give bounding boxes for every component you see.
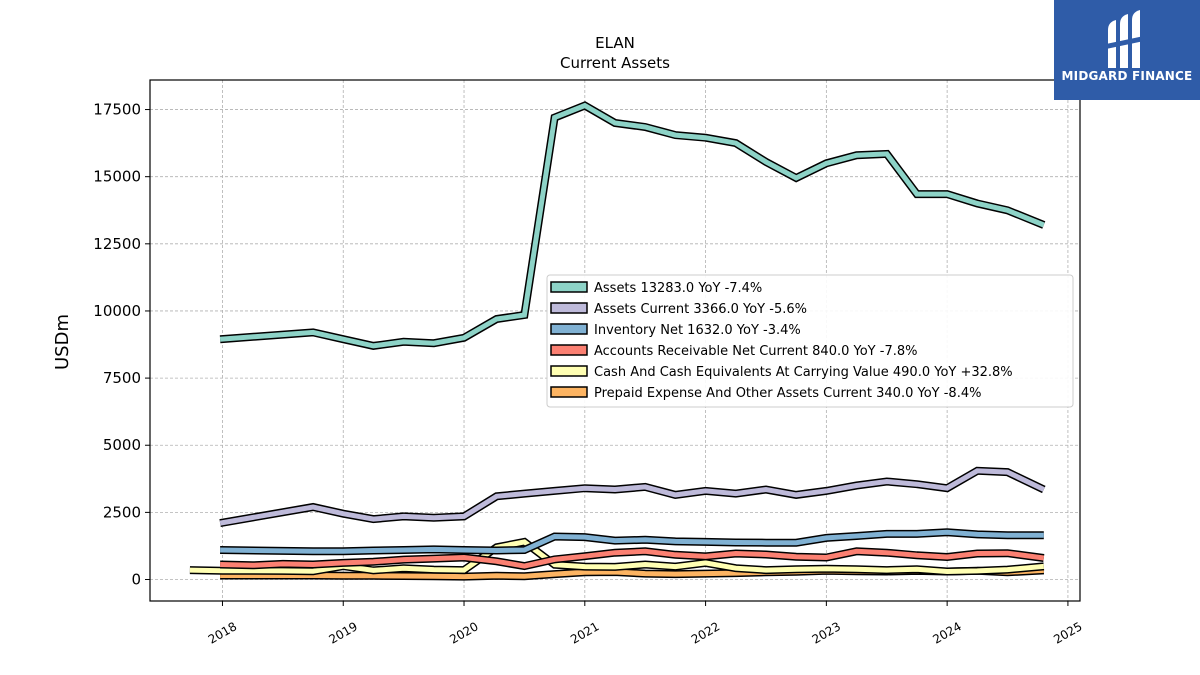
y-tick-label: 5000 bbox=[103, 436, 141, 454]
legend-label-4: Cash And Cash Equivalents At Carrying Va… bbox=[594, 365, 1013, 380]
x-tick-label: 2019 bbox=[327, 619, 360, 646]
legend-label-0: Assets 13283.0 YoY -7.4% bbox=[594, 281, 762, 296]
midgard-logo-icon bbox=[1106, 10, 1144, 68]
x-tick-label: 2024 bbox=[930, 619, 963, 646]
y-tick-label: 10000 bbox=[93, 302, 141, 320]
series-line-4 bbox=[189, 539, 1045, 575]
legend-swatch-4 bbox=[550, 365, 588, 377]
chart-title: ELAN bbox=[595, 34, 635, 52]
legend-box bbox=[546, 274, 1074, 408]
x-tick-label: 2025 bbox=[1051, 619, 1084, 646]
series-line-0 bbox=[219, 102, 1045, 349]
y-tick-label: 0 bbox=[131, 571, 141, 589]
plot-frame bbox=[149, 79, 1081, 602]
legend-label-2: Inventory Net 1632.0 YoY -3.4% bbox=[594, 323, 801, 338]
legend-swatch-2 bbox=[550, 323, 588, 335]
series-line-1 bbox=[219, 468, 1045, 526]
legend-swatch-0 bbox=[550, 281, 588, 293]
x-tick-label: 2018 bbox=[206, 619, 239, 646]
x-tick-label: 2021 bbox=[568, 619, 601, 646]
y-tick-label: 15000 bbox=[93, 168, 141, 186]
legend-swatch-3 bbox=[550, 344, 588, 356]
series-line-3 bbox=[220, 548, 1045, 569]
brand-logo: MIDGARD FINANCE bbox=[1054, 0, 1200, 100]
x-tick-label: 2022 bbox=[689, 619, 722, 646]
legend-label-3: Accounts Receivable Net Current 840.0 Yo… bbox=[594, 344, 917, 359]
y-tick-label: 7500 bbox=[103, 369, 141, 387]
y-tick-label: 17500 bbox=[93, 101, 141, 119]
x-tick-label: 2023 bbox=[810, 619, 843, 646]
series-line-2 bbox=[220, 529, 1044, 554]
legend-label-5: Prepaid Expense And Other Assets Current… bbox=[594, 386, 981, 401]
x-tick-label: 2020 bbox=[447, 619, 480, 646]
legend-swatch-1 bbox=[550, 302, 588, 314]
legend-swatch-5 bbox=[550, 386, 588, 398]
y-tick-label: 12500 bbox=[93, 235, 141, 253]
brand-name: MIDGARD FINANCE bbox=[1061, 69, 1193, 83]
y-tick-label: 2500 bbox=[103, 503, 141, 521]
y-axis-label: USDm bbox=[52, 314, 73, 370]
chart-subtitle: Current Assets bbox=[560, 54, 670, 72]
legend-label-1: Assets Current 3366.0 YoY -5.6% bbox=[594, 302, 807, 317]
